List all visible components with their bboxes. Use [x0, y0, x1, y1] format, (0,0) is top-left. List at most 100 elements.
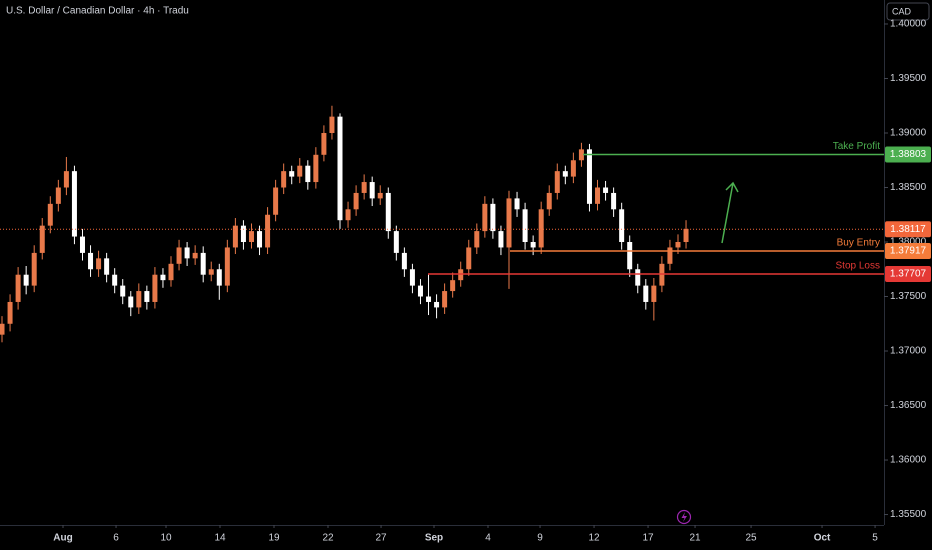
x-tick-label: 14: [214, 533, 226, 544]
event-bolt: [681, 512, 687, 522]
y-tick-label: 1.38500: [890, 182, 927, 193]
x-tick-label: 17: [642, 533, 654, 544]
y-tick-label: 1.40000: [890, 19, 927, 30]
x-tick-label: 6: [113, 533, 119, 544]
candle-body: [208, 269, 214, 275]
candle-body: [31, 252, 37, 286]
candle-body: [152, 274, 158, 302]
candle-body: [297, 165, 303, 177]
x-tick-label: 22: [322, 533, 334, 544]
candle-body: [401, 252, 407, 270]
y-tick-label: 1.39500: [890, 73, 927, 84]
y-tick-label: 1.37500: [890, 291, 927, 302]
x-tick-label: 27: [375, 533, 387, 544]
candle-body: [651, 285, 657, 302]
candle-body: [47, 203, 53, 226]
candle-body: [329, 116, 335, 133]
candle-body: [200, 252, 206, 275]
candle-body: [675, 242, 681, 248]
candle-body: [7, 301, 13, 324]
candle-body: [490, 203, 496, 232]
currency: CAD: [892, 6, 912, 16]
plot: [0, 105, 689, 343]
candle-body: [240, 225, 246, 243]
candle-body: [635, 269, 641, 286]
level-tag: [885, 146, 931, 163]
x-tick-label: Oct: [814, 533, 831, 544]
candle-body: [289, 171, 295, 177]
event-icon[interactable]: [676, 509, 692, 525]
candle-body: [659, 263, 665, 286]
candle-body: [248, 231, 254, 243]
candle-body: [442, 291, 448, 308]
currency-box[interactable]: [886, 2, 930, 21]
y-tick-label: 1.38000: [890, 237, 927, 248]
x-tick-label: 5: [872, 533, 878, 544]
x-tick-label: Aug: [53, 533, 72, 544]
x-tick-label: 10: [160, 533, 172, 544]
candle-body: [570, 160, 576, 177]
candle-body: [265, 214, 271, 248]
last-price: 1.38117: [890, 224, 926, 235]
candle-body: [281, 171, 287, 188]
candle-body: [458, 269, 464, 281]
candle-body: [627, 242, 633, 270]
x-tick-label: 25: [745, 533, 757, 544]
candle-body: [546, 192, 552, 210]
candle-body: [554, 171, 560, 193]
level-name: Buy Entry: [837, 238, 880, 249]
level-tag: [885, 265, 931, 282]
candle-body: [377, 192, 383, 199]
candle-body: [273, 187, 279, 215]
candle-body: [353, 192, 359, 210]
candle-body: [514, 198, 520, 210]
y-tick-label: 1.39000: [890, 128, 927, 139]
candle-body: [216, 269, 222, 286]
candle-body: [385, 192, 391, 232]
candle-body: [23, 274, 29, 286]
candle-body: [176, 247, 182, 264]
candle-body: [39, 225, 45, 253]
level-name: Stop Loss: [836, 261, 880, 272]
candle-body: [426, 296, 432, 302]
candle-body: [683, 228, 689, 243]
candle-body: [530, 242, 536, 248]
x-tick-label: 12: [588, 533, 600, 544]
candle-body: [434, 301, 440, 308]
candle-body: [482, 203, 488, 232]
candle-body: [450, 280, 456, 292]
candle-body: [313, 154, 319, 183]
level-price: 1.37917: [890, 246, 927, 257]
candle-body: [643, 285, 649, 302]
candle-body: [184, 247, 190, 259]
candle-body: [562, 171, 568, 177]
chart-title: U.S. Dollar / Canadian Dollar · 4h · Tra…: [6, 6, 189, 17]
level-tag: [885, 243, 931, 260]
candle-body: [578, 149, 584, 161]
candle-body: [305, 165, 311, 183]
candle-body: [417, 285, 423, 297]
y-tick-label: 1.36000: [890, 455, 927, 466]
candle-body: [522, 209, 528, 243]
y-tick-label: 1.36500: [890, 400, 927, 411]
candle-body: [88, 252, 94, 270]
candle-body: [96, 258, 102, 270]
candle-body: [506, 198, 512, 248]
candle-body: [466, 247, 472, 270]
level-price: 1.38803: [890, 149, 927, 160]
candle-body: [369, 182, 375, 199]
candle-body: [192, 252, 198, 259]
candle-body: [498, 231, 504, 248]
x-tick-label: Sep: [425, 533, 443, 544]
candle-body: [63, 171, 69, 188]
candle-body: [55, 187, 61, 204]
candle-body: [603, 187, 609, 193]
candle-body: [361, 182, 367, 193]
candle-body: [586, 149, 592, 204]
level-name: Take Profit: [833, 141, 880, 152]
candle-body: [79, 236, 85, 253]
candle-body: [168, 263, 174, 281]
